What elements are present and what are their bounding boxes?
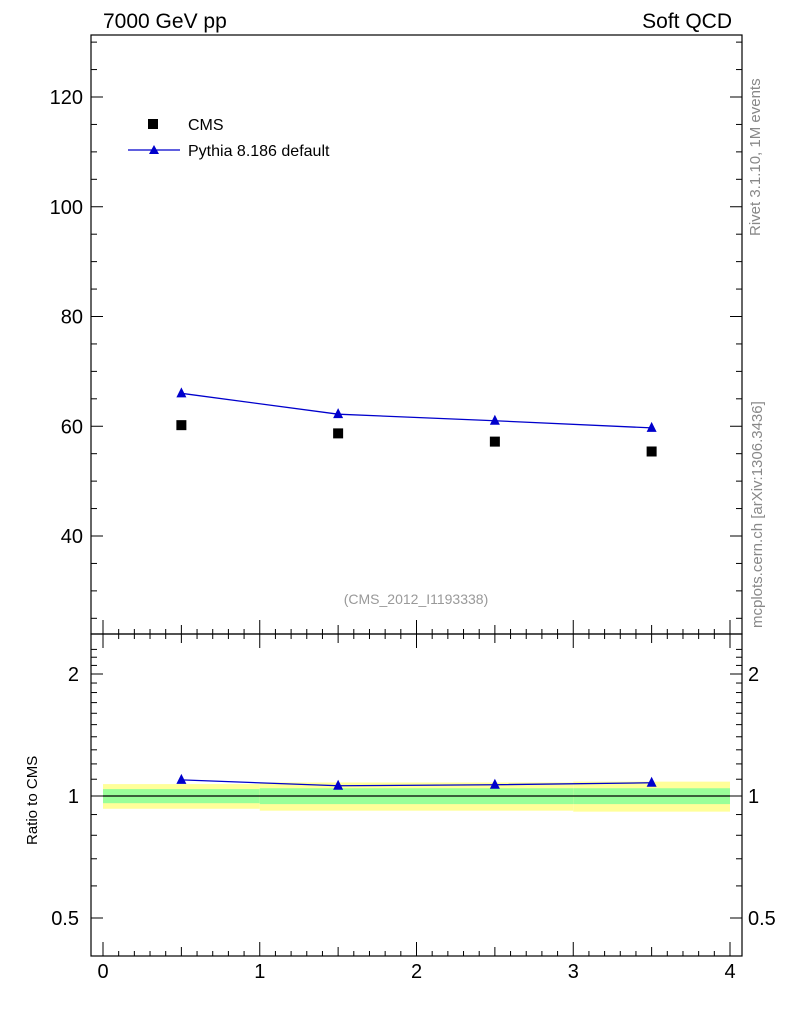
cms-data-point <box>176 420 187 431</box>
ratio-y-tick-label: 0.5 <box>51 908 79 930</box>
x-tick-label: 2 <box>411 961 422 983</box>
x-tick-label: 1 <box>254 961 265 983</box>
x-tick-label: 3 <box>568 961 579 983</box>
ratio-y-tick-label-right: 1 <box>748 786 759 808</box>
axis-ticks <box>91 41 742 956</box>
main-y-tick-label: 80 <box>61 307 83 329</box>
x-tick-label: 4 <box>724 961 735 983</box>
legend-pythia-marker <box>149 145 159 154</box>
pythia-point <box>646 421 657 432</box>
pythia-ratio-point <box>489 778 500 789</box>
legend: CMS Pythia 8.186 default <box>128 117 330 160</box>
main-y-tick-label: 40 <box>61 526 83 548</box>
main-y-tick-label: 120 <box>50 87 83 109</box>
legend-pythia-label: Pythia 8.186 default <box>188 143 330 160</box>
main-y-tick-label: 100 <box>50 197 83 219</box>
ratio-y-tick-label-right: 2 <box>748 664 759 686</box>
header-left: 7000 GeV pp <box>103 10 227 33</box>
main-series <box>176 387 657 457</box>
pythia-line <box>181 392 652 429</box>
main-y-tick-label: 60 <box>61 416 83 438</box>
legend-cms-marker <box>148 119 158 129</box>
ratio-y-tick-label: 1 <box>68 786 79 808</box>
cms-data-point <box>489 436 500 447</box>
ratio-ylabel: Ratio to CMS <box>24 756 41 845</box>
pythia-ratio-point <box>646 776 657 787</box>
ratio-y-tick-label-right: 0.5 <box>748 908 776 930</box>
pythia-point <box>489 414 500 425</box>
pythia-point <box>176 387 187 398</box>
x-tick-label: 0 <box>97 961 108 983</box>
ratio-y-tick-label: 2 <box>68 664 79 686</box>
pythia-ratio-line <box>181 779 652 787</box>
analysis-tag: (CMS_2012_I1193338) <box>344 591 489 607</box>
pythia-ratio-point <box>333 779 344 790</box>
header-right: Soft QCD <box>642 10 732 33</box>
legend-cms-label: CMS <box>188 117 224 134</box>
axes-frames <box>90 34 743 957</box>
pythia-ratio-point <box>176 773 187 784</box>
axis-tick-labels: 40 60 80 100 120 0 1 2 3 4 0.5 0.5 1 1 2 2 <box>50 87 776 983</box>
cms-data-point <box>646 446 657 457</box>
pythia-point <box>333 408 344 419</box>
source-label: mcplots.cern.ch [arXiv:1306.3436] <box>749 401 766 628</box>
rivet-version-label: Rivet 3.1.10, 1M events <box>747 78 764 236</box>
cms-data-point <box>333 428 344 439</box>
ratio-series <box>176 773 657 790</box>
